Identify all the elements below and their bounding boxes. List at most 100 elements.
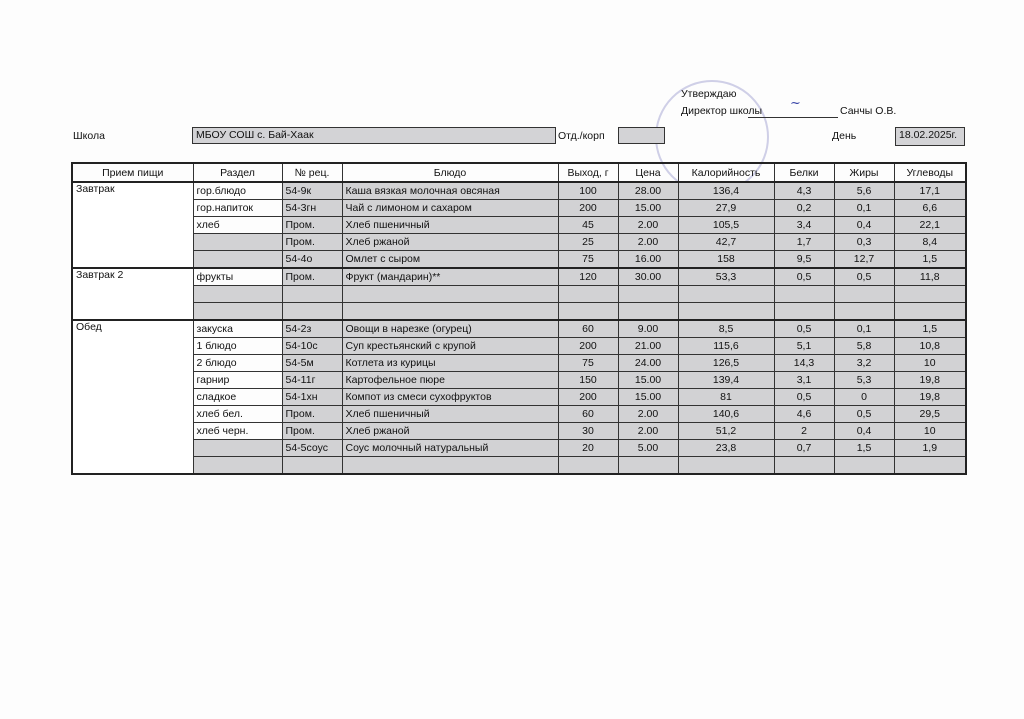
price-cell: 2.00 [617, 233, 679, 251]
school-label: Школа [73, 130, 105, 142]
price-cell: 9.00 [617, 319, 679, 338]
protein-cell [773, 456, 835, 475]
carbs-cell: 17,1 [893, 181, 967, 200]
dept-field [618, 127, 665, 144]
fat-cell: 0,4 [833, 216, 895, 234]
table-row: гор.напиток 54-3гн Чай с лимоном и сахаром… [72, 199, 967, 217]
section-cell: 1 блюдо [192, 337, 283, 355]
fat-cell: 0,5 [833, 405, 895, 423]
column-header: Жиры [833, 162, 895, 183]
column-header: Калорийность [677, 162, 775, 183]
price-cell: 30.00 [617, 267, 679, 286]
carbs-cell: 8,4 [893, 233, 967, 251]
protein-cell: 3,1 [773, 371, 835, 389]
protein-cell: 0,2 [773, 199, 835, 217]
director-signature: ~ [790, 96, 801, 111]
price-cell [617, 285, 679, 303]
calories-cell: 158 [677, 250, 775, 269]
carbs-cell [893, 456, 967, 475]
fat-cell [833, 285, 895, 303]
fat-cell: 5,3 [833, 371, 895, 389]
recipe-no-cell [281, 302, 343, 321]
table-row [72, 456, 967, 475]
recipe-no-cell: 54-11г [281, 371, 343, 389]
section-cell: сладкое [192, 388, 283, 406]
carbs-cell: 1,9 [893, 439, 967, 457]
fat-cell: 5,8 [833, 337, 895, 355]
fat-cell: 0,3 [833, 233, 895, 251]
carbs-cell: 10 [893, 354, 967, 372]
meal-name: Обед [71, 319, 194, 475]
yield-cell: 30 [557, 422, 619, 440]
yield-cell: 200 [557, 199, 619, 217]
dish-cell: Суп крестьянский с крупой [341, 337, 559, 355]
dish-cell [341, 285, 559, 303]
calories-cell: 126,5 [677, 354, 775, 372]
dish-cell: Картофельное пюре [341, 371, 559, 389]
protein-cell: 4,6 [773, 405, 835, 423]
recipe-no-cell [281, 456, 343, 475]
section-cell [192, 439, 283, 457]
yield-cell: 150 [557, 371, 619, 389]
carbs-cell: 19,8 [893, 371, 967, 389]
price-cell [617, 302, 679, 321]
protein-cell: 0,5 [773, 267, 835, 286]
calories-cell: 8,5 [677, 319, 775, 338]
calories-cell [677, 456, 775, 475]
protein-cell [773, 302, 835, 321]
dish-cell: Чай с лимоном и сахаром [341, 199, 559, 217]
yield-cell [557, 302, 619, 321]
yield-cell: 75 [557, 354, 619, 372]
carbs-cell: 10 [893, 422, 967, 440]
calories-cell: 105,5 [677, 216, 775, 234]
protein-cell: 2 [773, 422, 835, 440]
dish-cell [341, 302, 559, 321]
yield-cell [557, 456, 619, 475]
column-header: Блюдо [341, 162, 559, 183]
column-header: Цена [617, 162, 679, 183]
fat-cell: 0,5 [833, 267, 895, 286]
protein-cell: 0,5 [773, 319, 835, 338]
table-header: Прием пищи Раздел № рец. Блюдо Выход, г Цена К… [71, 162, 967, 183]
calories-cell: 23,8 [677, 439, 775, 457]
recipe-no-cell: Пром. [281, 422, 343, 440]
protein-cell [773, 285, 835, 303]
table-row: 2 блюдо 54-5м Котлета из курицы 75 24.00 126,… [72, 354, 967, 372]
table-row: хлеб черн. Пром. Хлеб ржаной 30 2.00 51,2 2 0,4… [72, 422, 967, 440]
column-header: Белки [773, 162, 835, 183]
calories-cell [677, 302, 775, 321]
carbs-cell [893, 302, 967, 321]
calories-cell: 115,6 [677, 337, 775, 355]
protein-cell: 1,7 [773, 233, 835, 251]
section-cell: гор.напиток [192, 199, 283, 217]
table-row: 54-5соус Соус молочный натуральный 20 5.00 2… [72, 439, 967, 457]
carbs-cell: 10,8 [893, 337, 967, 355]
price-cell: 24.00 [617, 354, 679, 372]
yield-cell: 45 [557, 216, 619, 234]
calories-cell: 139,4 [677, 371, 775, 389]
school-field: МБОУ СОШ с. Бай-Хаак [192, 127, 556, 144]
table-row: сладкое 54-1хн Компот из смеси сухофруктов… [72, 388, 967, 406]
dish-cell: Хлеб пшеничный [341, 405, 559, 423]
protein-cell: 3,4 [773, 216, 835, 234]
table-row: Обед закуска 54-2з Овощи в нарезке (огурец)… [71, 319, 967, 475]
meal-name: Завтрак [71, 181, 194, 269]
yield-cell [557, 285, 619, 303]
dish-cell: Хлеб ржаной [341, 422, 559, 440]
yield-cell: 60 [557, 319, 619, 338]
column-header: Выход, г [557, 162, 619, 183]
director-name: Санчы О.В. [840, 105, 897, 117]
meal-name: Завтрак 2 [71, 267, 194, 321]
calories-cell: 140,6 [677, 405, 775, 423]
recipe-no-cell: 54-5соус [281, 439, 343, 457]
price-cell: 2.00 [617, 216, 679, 234]
price-cell: 5.00 [617, 439, 679, 457]
approve-label: Утверждаю [681, 88, 737, 100]
carbs-cell: 29,5 [893, 405, 967, 423]
recipe-no-cell: 54-3гн [281, 199, 343, 217]
fat-cell: 5,6 [833, 181, 895, 200]
menu-table: Прием пищи Раздел № рец. Блюдо Выход, г Цена К… [71, 162, 967, 475]
recipe-no-cell: Пром. [281, 233, 343, 251]
dish-cell: Овощи в нарезке (огурец) [341, 319, 559, 338]
dept-label: Отд./корп [558, 130, 605, 142]
